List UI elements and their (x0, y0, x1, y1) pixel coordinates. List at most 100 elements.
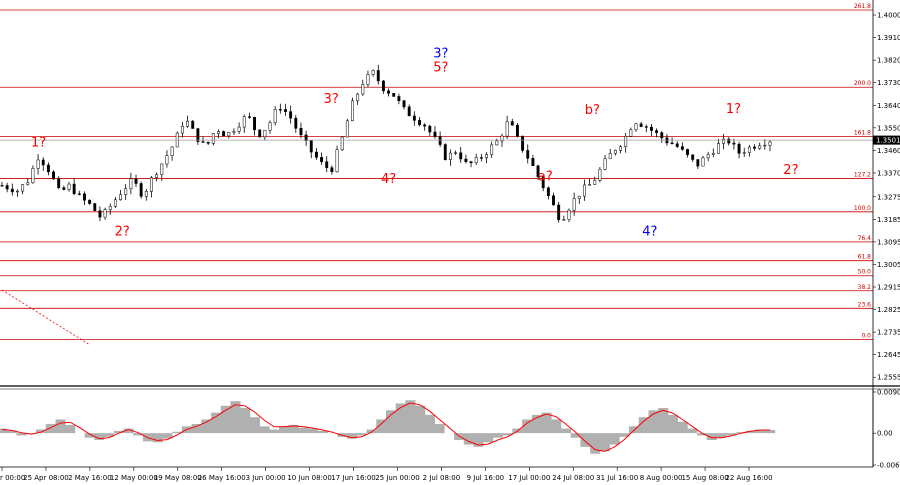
wave-labels: 1?2?3?4?5?3?a?b?4?1?2? (31, 47, 798, 240)
candlesticks (0, 64, 772, 223)
candle-body (562, 219, 566, 221)
macd-histogram-bar (269, 429, 280, 434)
time-tick-label: r 00:00 (0, 474, 25, 482)
candle-body (717, 143, 720, 154)
candle-body (418, 120, 421, 126)
candle-body (629, 129, 633, 137)
candle-body (247, 116, 251, 118)
candle-body (593, 180, 597, 185)
macd-histogram-bar (434, 424, 445, 434)
price-tick-label: 1.4000 (877, 12, 900, 20)
candle-body (273, 109, 277, 124)
candle-body (557, 204, 561, 221)
candle-body (299, 128, 303, 136)
candle-body (211, 133, 215, 144)
macd-histogram-bar (473, 433, 484, 447)
candle-body (232, 131, 236, 133)
macd-histogram-bar (590, 433, 601, 454)
macd-histogram-bar (609, 433, 620, 445)
candle-body (170, 146, 174, 156)
candle-body (598, 169, 602, 181)
candle-body (31, 168, 35, 184)
macd-histogram-bar (94, 433, 105, 441)
candle-body (196, 128, 200, 142)
candle-body (26, 182, 30, 185)
time-tick-label: 25 Jun 00:00 (375, 474, 419, 482)
candle-body (253, 116, 257, 131)
candle-body (423, 124, 427, 127)
price-tick-label: 1.3095 (877, 238, 900, 246)
time-tick-label: 9 Jul 16:00 (467, 474, 505, 482)
macd-histogram-bar (570, 433, 581, 438)
candle-body (433, 131, 437, 137)
macd-histogram-bar (580, 433, 591, 447)
candle-body (186, 120, 190, 127)
time-tick-label: 19 May 08:00 (154, 474, 202, 482)
candle-body (335, 149, 339, 172)
trend-dash-line (1, 289, 91, 346)
time-tick-label: 22 Aug 16:00 (725, 474, 772, 482)
time-tick-label: 31 Jul 16:00 (596, 474, 638, 482)
macd-tick-label: 0.00 (877, 430, 893, 438)
candle-body (428, 125, 432, 133)
candle-body (459, 152, 463, 160)
last-price-label: 1.3501 (876, 137, 900, 145)
candle-body (93, 203, 97, 211)
macd-histogram-bar (298, 427, 309, 434)
macd-histogram-bar (667, 414, 678, 434)
wave-label: 2? (783, 163, 798, 178)
macd-histogram-bar (201, 419, 212, 434)
candle-body (320, 157, 324, 162)
candle-body (0, 185, 4, 187)
candle-body (474, 157, 478, 164)
macd-histogram-bar (726, 433, 737, 436)
candle-body (108, 206, 112, 210)
macd-histogram-bar (123, 428, 134, 434)
time-tick-label: 10 Jun 08:00 (287, 474, 331, 482)
fib-level-label: 161.8 (854, 130, 871, 137)
candle-body (397, 96, 401, 101)
candle-body (454, 152, 458, 154)
price-tick-label: 1.3460 (877, 147, 900, 155)
candle-body (242, 116, 246, 128)
candle-body (485, 154, 488, 159)
price-tick-label: 1.3820 (877, 57, 900, 65)
wave-label: 3? (433, 47, 448, 62)
macd-histogram-bar (55, 419, 66, 434)
candle-body (387, 90, 391, 94)
candle-body (129, 178, 133, 190)
wave-label: 4? (642, 225, 657, 240)
candle-body (737, 143, 741, 154)
candle-body (758, 145, 762, 149)
candle-body (36, 159, 40, 169)
candle-body (727, 138, 731, 144)
macd-histogram-bar (648, 410, 659, 434)
macd-histogram-bar (104, 433, 115, 437)
macd-histogram-bar (356, 433, 367, 436)
candle-body (351, 100, 354, 122)
candle-body (613, 150, 617, 154)
candle-body (490, 144, 494, 155)
candle-body (134, 178, 138, 184)
candle-body (356, 93, 360, 102)
candle-body (753, 146, 756, 149)
wave-label: 1? (726, 102, 741, 117)
candle-body (10, 188, 14, 193)
time-tick-label: 26 May 16:00 (198, 474, 246, 482)
candle-body (309, 140, 313, 153)
macd-histogram-bar (706, 433, 717, 441)
time-tick-label: 17 Jul 00:00 (508, 474, 550, 482)
macd-histogram-bar (599, 433, 610, 452)
time-tick-label: 24 Jul 08:00 (552, 474, 594, 482)
candle-body (479, 157, 483, 159)
candle-body (639, 123, 643, 127)
wave-label: b? (585, 103, 600, 118)
time-tick-label: 25 Apr 08:00 (23, 474, 69, 482)
macd-histogram-bar (317, 430, 328, 434)
candle-body (284, 109, 287, 112)
candle-body (381, 80, 385, 92)
price-tick-label: 1.2645 (877, 351, 900, 359)
macd-histogram-bar (249, 417, 260, 434)
candle-body (706, 154, 710, 159)
macd-histogram-bar (638, 417, 649, 434)
